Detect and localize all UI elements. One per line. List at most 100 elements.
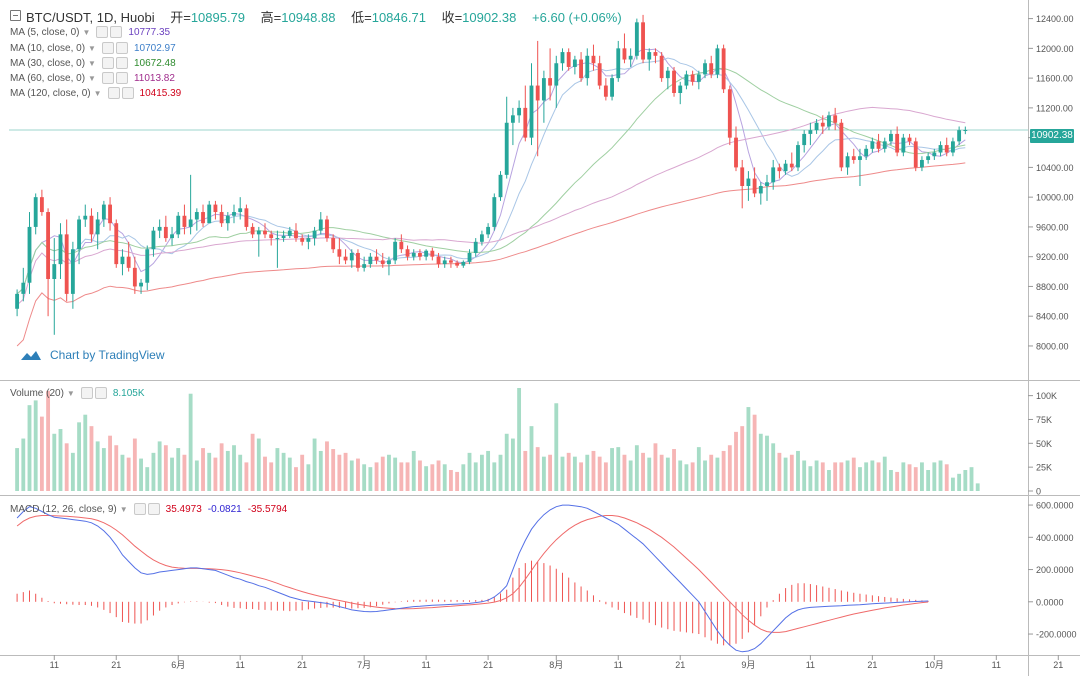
caret-down-icon[interactable]: ▼ [88, 58, 96, 68]
candle-body [70, 249, 75, 294]
volume-bar [957, 473, 962, 491]
time-tick-label: 8月 [549, 660, 563, 670]
candle-body [603, 85, 608, 97]
volume-bar [808, 466, 813, 491]
ma-legend-value: 10777.35 [128, 26, 171, 38]
candle-body [380, 260, 385, 265]
caret-down-icon[interactable]: ▼ [82, 27, 91, 37]
volume-bar [232, 445, 236, 491]
candle-body [566, 52, 571, 67]
volume-bar [287, 457, 292, 491]
candle-body [52, 264, 57, 279]
candle-body [634, 22, 639, 56]
settings-icon[interactable] [101, 72, 114, 84]
volume-bar [504, 433, 509, 491]
volume-bar [430, 464, 435, 491]
settings-icon[interactable] [80, 387, 93, 399]
candle-body [727, 89, 732, 138]
open-value: 10895.79 [190, 10, 246, 25]
caret-down-icon[interactable]: ▼ [88, 73, 96, 83]
volume-bar [263, 456, 267, 491]
volume-bar [473, 462, 478, 491]
volume-bar [467, 452, 472, 491]
volume-bar [585, 454, 590, 491]
close-icon[interactable] [121, 87, 134, 99]
caret-down-icon[interactable]: ▼ [66, 388, 75, 398]
price-tick-label: 11600.00 [1036, 74, 1073, 84]
low-label: 低= [351, 10, 372, 25]
volume-bar [907, 464, 912, 491]
candle-body [504, 122, 509, 175]
collapse-legend-icon[interactable] [10, 10, 21, 21]
volume-bar [294, 467, 298, 491]
candle-body [920, 159, 924, 168]
ma-legend-row[interactable]: MA (5, close, 0) ▼ 10777.35 [10, 26, 170, 38]
close-icon[interactable] [110, 26, 123, 38]
price-tick-label: 9600.00 [1036, 222, 1069, 232]
volume-bar [225, 450, 230, 491]
candle-body [833, 115, 838, 123]
volume-bar [771, 443, 776, 491]
volume-bar [275, 448, 280, 491]
volume-bar [461, 464, 466, 491]
candle-body [827, 115, 831, 127]
volume-bar [15, 448, 20, 491]
volume-bar [715, 457, 720, 491]
settings-icon[interactable] [107, 87, 120, 99]
candle-body [163, 226, 168, 239]
caret-down-icon[interactable]: ▼ [93, 88, 102, 98]
candle-body [281, 235, 286, 239]
time-tick-label: 11 [421, 660, 430, 670]
close-icon[interactable] [94, 387, 107, 399]
ma-legend-row[interactable]: MA (60, close, 0) ▼ 11013.82 [10, 72, 175, 84]
candle-body [486, 226, 491, 235]
candle-body [907, 137, 912, 142]
candle-body [362, 264, 367, 268]
candle-body [498, 174, 503, 198]
volume-bar [182, 454, 187, 491]
macd-tick-label: 400.0000 [1036, 533, 1074, 543]
settings-icon[interactable] [101, 42, 114, 54]
volume-tick-label: 0 [1036, 487, 1041, 497]
settings-icon[interactable] [96, 26, 109, 38]
close-icon[interactable] [115, 42, 128, 54]
ma-legend-value: 10415.39 [139, 87, 182, 99]
candle-body [442, 260, 447, 265]
candle-body [820, 122, 825, 127]
volume-bar [641, 452, 645, 491]
caret-down-icon[interactable]: ▼ [119, 504, 128, 514]
tradingview-watermark[interactable]: Chart by TradingView [20, 348, 165, 362]
macd-legend[interactable]: MACD (12, 26, close, 9) ▼ 35.4973 -0.0821… [10, 503, 287, 515]
time-tick-label: 9月 [741, 660, 755, 670]
candle-body [461, 261, 466, 266]
volume-bar [498, 454, 503, 491]
volume-legend[interactable]: Volume (20) ▼ 8.105K [10, 387, 145, 399]
close-icon[interactable] [115, 72, 128, 84]
ma-legend-row[interactable]: MA (10, close, 0) ▼ 10702.97 [10, 42, 176, 54]
ma-legend-row[interactable]: MA (120, close, 0) ▼ 10415.39 [10, 87, 181, 99]
candle-body [895, 133, 900, 153]
candle-body [510, 115, 515, 123]
volume-bar [827, 470, 831, 491]
ma-legend-value: 11013.82 [133, 72, 175, 84]
settings-icon[interactable] [133, 503, 146, 515]
close-value: 10902.38 [462, 10, 517, 25]
volume-bar [895, 471, 900, 491]
candle-body [393, 241, 398, 261]
settings-icon[interactable] [101, 57, 114, 69]
candle-body [684, 74, 689, 86]
ma-legend-row[interactable]: MA (30, close, 0) ▼ 10672.48 [10, 57, 176, 69]
volume-bar [597, 456, 602, 491]
volume-bar [820, 462, 825, 491]
caret-down-icon[interactable]: ▼ [88, 43, 96, 53]
close-icon[interactable] [115, 57, 128, 69]
volume-bar [616, 447, 621, 491]
candle-body [318, 219, 323, 231]
close-icon[interactable] [147, 503, 160, 515]
volume-bar [901, 462, 906, 491]
volume-bar [920, 462, 924, 491]
volume-bar [114, 445, 119, 491]
ma-legend-value: 10672.48 [133, 57, 176, 69]
ma-legend-label: MA (30, close, 0) [10, 57, 86, 69]
volume-bar [95, 441, 100, 491]
